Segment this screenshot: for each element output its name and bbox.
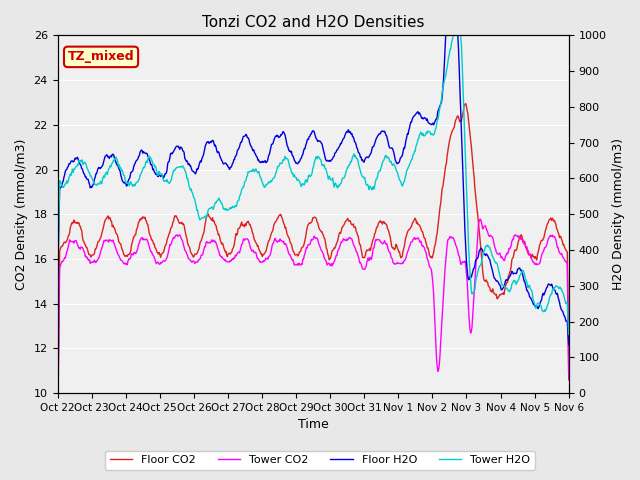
Tower CO2: [375, 237, 383, 242]
Line: Floor CO2: Floor CO2: [58, 104, 569, 393]
Floor H2O: [442, 33, 449, 38]
Tower CO2: [565, 377, 573, 383]
Floor H2O: [63, 167, 70, 172]
Y-axis label: H2O Density (mmol/m3): H2O Density (mmol/m3): [612, 138, 625, 290]
Floor H2O: [116, 167, 124, 173]
Floor H2O: [565, 342, 573, 348]
Y-axis label: CO2 Density (mmol/m3): CO2 Density (mmol/m3): [15, 139, 28, 290]
Floor H2O: [168, 150, 175, 156]
Tower CO2: [116, 254, 124, 260]
Line: Tower H2O: Tower H2O: [58, 36, 569, 335]
Floor H2O: [54, 287, 61, 292]
Floor H2O: [195, 165, 202, 171]
Floor H2O: [390, 150, 397, 156]
Floor CO2: [54, 390, 61, 396]
Tower CO2: [390, 260, 397, 266]
X-axis label: Time: Time: [298, 419, 328, 432]
Floor CO2: [375, 220, 383, 226]
Floor CO2: [195, 248, 202, 253]
Line: Tower CO2: Tower CO2: [58, 219, 569, 393]
Tower H2O: [63, 178, 70, 184]
Tower H2O: [116, 162, 124, 168]
Floor CO2: [565, 372, 573, 378]
Tower H2O: [565, 332, 573, 337]
Tower H2O: [54, 285, 61, 290]
Floor CO2: [390, 246, 397, 252]
Tower H2O: [375, 168, 383, 174]
Text: TZ_mixed: TZ_mixed: [68, 50, 134, 63]
Tower H2O: [390, 161, 397, 167]
Tower CO2: [54, 390, 61, 396]
Legend: Floor CO2, Tower CO2, Floor H2O, Tower H2O: Floor CO2, Tower CO2, Floor H2O, Tower H…: [105, 451, 535, 469]
Tower H2O: [450, 33, 458, 38]
Tower CO2: [477, 216, 484, 222]
Line: Floor H2O: Floor H2O: [58, 36, 569, 345]
Tower CO2: [195, 257, 202, 263]
Tower CO2: [168, 240, 175, 246]
Title: Tonzi CO2 and H2O Densities: Tonzi CO2 and H2O Densities: [202, 15, 424, 30]
Tower CO2: [63, 249, 70, 255]
Floor CO2: [63, 238, 70, 244]
Floor CO2: [116, 240, 124, 245]
Floor H2O: [375, 131, 383, 137]
Tower H2O: [168, 178, 175, 183]
Floor CO2: [168, 225, 175, 230]
Floor CO2: [462, 101, 470, 107]
Tower H2O: [195, 211, 202, 217]
